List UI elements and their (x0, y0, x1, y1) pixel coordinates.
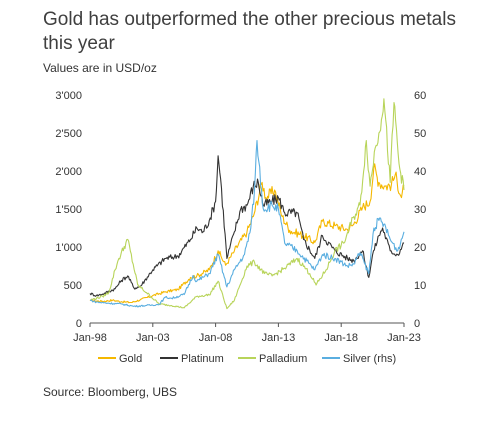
x-tick-label: Jan-13 (262, 332, 296, 344)
y-left-tick-label: 2'000 (55, 166, 82, 178)
x-tick-label: Jan-98 (73, 332, 107, 344)
y-left-tick-label: 2'500 (55, 128, 82, 140)
y-left-tick-label: 0 (76, 318, 82, 330)
series-line-palladium (90, 98, 405, 310)
legend-label-silver-rhs: Silver (rhs) (343, 353, 396, 365)
x-tick-label: Jan-23 (387, 332, 421, 344)
legend-label-gold: Gold (119, 353, 142, 365)
chart-title: Gold has outperformed the other precious… (43, 9, 456, 54)
price-chart: Jan-98 Jan-03 Jan-08 Jan-13 Jan-18 Jan-230500… (55, 90, 426, 365)
series-line-platinum (89, 155, 405, 297)
y-left-tick-label: 1'000 (55, 242, 82, 254)
x-tick-label: Jan-03 (136, 332, 170, 344)
y-right-tick-label: 50 (414, 128, 426, 140)
series-line-silver-rhs (89, 140, 405, 308)
x-tick-label: Jan-18 (324, 332, 358, 344)
y-right-tick-label: 40 (414, 166, 426, 178)
y-right-tick-label: 0 (414, 318, 420, 330)
legend-label-palladium: Palladium (259, 353, 307, 365)
x-tick-label: Jan-08 (199, 332, 233, 344)
y-right-tick-label: 10 (414, 280, 426, 292)
y-right-tick-label: 30 (414, 204, 426, 216)
y-left-tick-label: 1'500 (55, 204, 82, 216)
legend-label-platinum: Platinum (181, 353, 224, 365)
y-left-tick-label: 500 (64, 280, 82, 292)
y-right-tick-label: 60 (414, 90, 426, 102)
source-note: Source: Bloomberg, UBS (43, 385, 178, 399)
y-left-tick-label: 3'000 (55, 90, 82, 102)
y-right-tick-label: 20 (414, 242, 426, 254)
series-line-gold (89, 163, 405, 304)
chart-subtitle: Values are in USD/oz (43, 61, 157, 75)
